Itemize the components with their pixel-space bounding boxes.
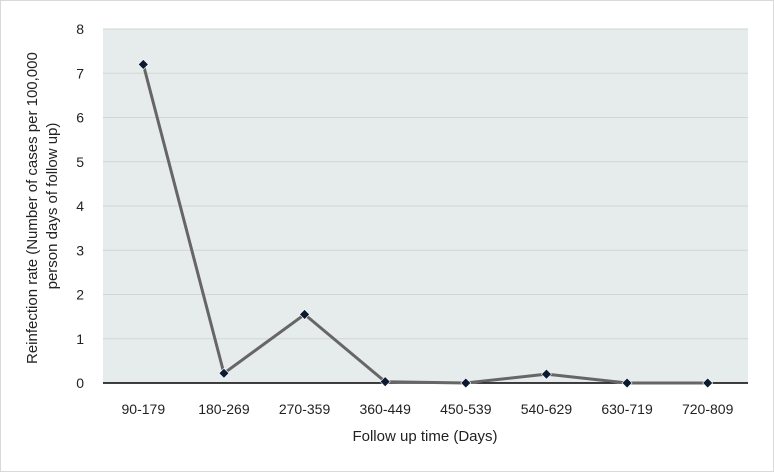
- data-point-marker: [621, 377, 633, 389]
- x-tick-label: 90-179: [122, 401, 166, 417]
- x-tick-label: 630-719: [601, 401, 653, 417]
- data-point-marker: [379, 376, 391, 388]
- x-tick-label: 180-269: [198, 401, 250, 417]
- y-tick-label: 4: [76, 198, 84, 214]
- data-point-marker: [702, 377, 714, 389]
- series-line: [141, 64, 708, 385]
- y-tick-label: 8: [76, 21, 84, 37]
- series-markers: [137, 58, 714, 389]
- x-tick-label: 720-809: [682, 401, 734, 417]
- x-tick-label: 360-449: [359, 401, 411, 417]
- y-axis-title-line-2: person days of follow up): [44, 123, 61, 290]
- y-tick-label: 3: [76, 242, 84, 258]
- x-tick-label: 270-359: [279, 401, 331, 417]
- y-tick-label: 5: [76, 154, 84, 170]
- data-point-marker: [299, 308, 310, 320]
- x-tick-label: 540-629: [521, 401, 573, 417]
- data-point-marker: [460, 377, 472, 389]
- data-point-marker: [541, 368, 552, 380]
- y-tick-label: 0: [76, 375, 84, 391]
- x-axis-ticks: 90-179 180-269 270-359 360-449 450-539 540-62…: [122, 401, 734, 417]
- y-tick-label: 6: [76, 110, 84, 126]
- y-axis-title-line-1: Reinfection rate (Number of cases per 10…: [24, 52, 41, 364]
- data-point-marker: [218, 367, 230, 379]
- y-tick-label: 7: [76, 65, 84, 81]
- x-axis-title: Follow up time (Days): [352, 428, 497, 445]
- y-axis-title: Reinfection rate (Number of cases per 10…: [24, 48, 61, 364]
- y-tick-label: 1: [76, 331, 84, 347]
- data-point-marker: [137, 58, 149, 70]
- x-tick-label: 450-539: [440, 401, 492, 417]
- gridlines: [103, 28, 748, 340]
- y-axis-ticks: 0 1 2 3 4 5 6 7 8: [76, 21, 84, 391]
- y-tick-label: 2: [76, 287, 84, 303]
